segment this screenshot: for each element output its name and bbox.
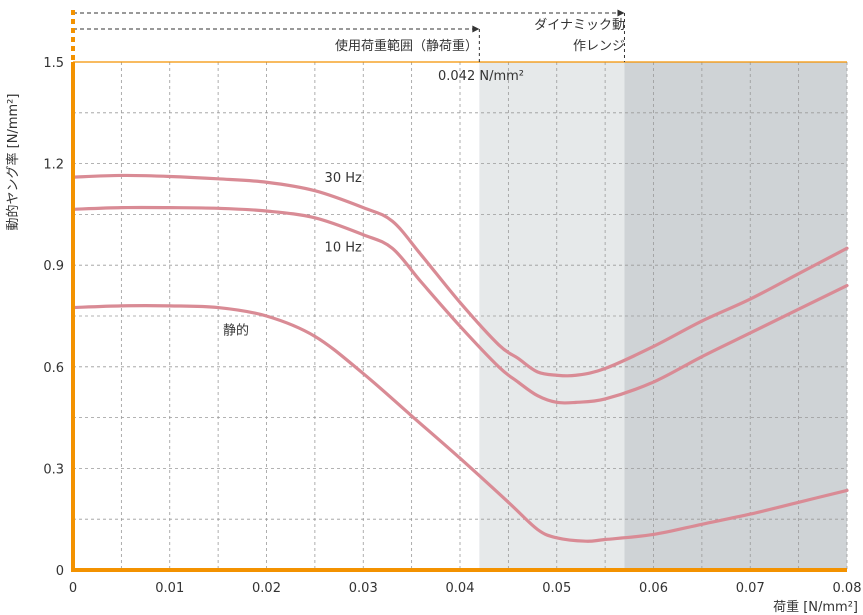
y-tick-label: 1.5: [43, 56, 64, 71]
series-label-1: 10 Hz: [325, 241, 362, 256]
x-tick-label: 0.02: [252, 581, 281, 596]
y-tick-label: 0: [56, 564, 64, 579]
series-line-0: [71, 173, 849, 378]
y-tick-label: 1.2: [43, 158, 64, 173]
x-tick-label: 0.08: [833, 581, 862, 596]
y-tick-label: 0.6: [43, 361, 64, 376]
x-tick-label: 0.03: [349, 581, 378, 596]
x-tick-label: 0: [69, 581, 77, 596]
x-tick-label: 0.01: [155, 581, 184, 596]
series-label-0: 30 Hz: [325, 171, 362, 186]
series-line-1: [71, 205, 849, 405]
y-tick-label: 0.9: [43, 259, 64, 274]
x-axis-label: 荷重 [N/mm²]: [773, 599, 858, 615]
series-line-2: [71, 304, 849, 543]
dynamic-range-label-line1: ダイナミック動: [534, 18, 625, 33]
static-range-band: [479, 62, 625, 570]
x-tick-label: 0.06: [639, 581, 668, 596]
y-tick-label: 0.3: [43, 462, 64, 477]
static-range-label: 使用荷重範囲（静荷重）: [335, 38, 478, 54]
y-axis-label: 動的ヤング率 [N/mm²]: [5, 94, 21, 231]
x-tick-label: 0.05: [542, 581, 571, 596]
dynamic-range-label-line2: 作レンジ: [573, 39, 625, 54]
load-annotation: 0.042 N/mm²: [438, 69, 524, 84]
static-range-arrowhead: [472, 25, 480, 33]
grid: [73, 61, 848, 570]
curves: [71, 173, 849, 543]
dynamic-range-arrowhead: [617, 9, 625, 17]
labels: 0.042 N/mm² 荷重 [N/mm²] 動的ヤング率 [N/mm²] 使用…: [5, 18, 861, 615]
x-tick-label: 0.04: [446, 581, 475, 596]
x-tick-label: 0.07: [736, 581, 765, 596]
series-label-2: 静的: [223, 323, 249, 339]
axes: [71, 9, 847, 572]
